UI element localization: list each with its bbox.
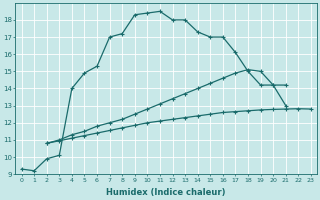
X-axis label: Humidex (Indice chaleur): Humidex (Indice chaleur) (107, 188, 226, 197)
